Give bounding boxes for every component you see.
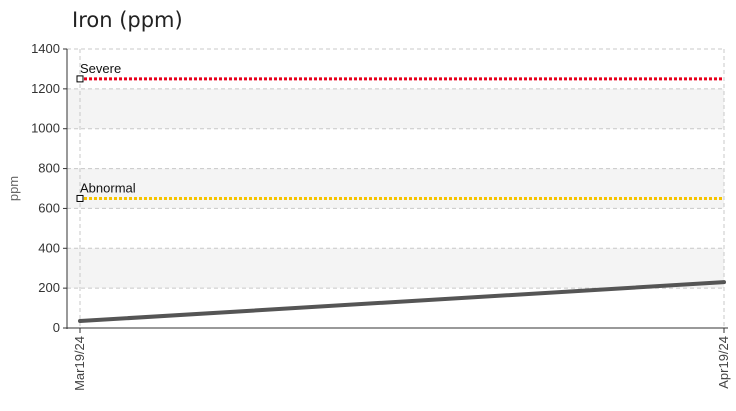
background-band [67, 88, 724, 129]
background-band [67, 168, 724, 209]
y-tick-label: 600 [38, 200, 60, 215]
chart-title: Iron (ppm) [72, 8, 183, 32]
data-point [722, 280, 726, 284]
x-tick-label: Mar19/24 [72, 336, 87, 391]
x-tick-label: Apr19/24 [716, 336, 731, 389]
y-tick-label: 200 [38, 280, 60, 295]
y-tick-label: 400 [38, 240, 60, 255]
y-tick-label: 1400 [31, 41, 60, 56]
threshold-marker-severe [76, 75, 84, 83]
y-tick-label: 1200 [31, 81, 60, 96]
data-point [78, 319, 82, 323]
threshold-label-severe: Severe [80, 61, 121, 76]
y-axis-title: ppm [6, 176, 21, 201]
threshold-marker-abnormal [76, 194, 84, 202]
series-line [78, 280, 726, 324]
y-tick-label: 1000 [31, 121, 60, 136]
background-band [67, 248, 724, 289]
y-tick-label: 0 [53, 320, 60, 335]
threshold-label-abnormal: Abnormal [80, 180, 136, 195]
y-tick-label: 800 [38, 161, 60, 176]
